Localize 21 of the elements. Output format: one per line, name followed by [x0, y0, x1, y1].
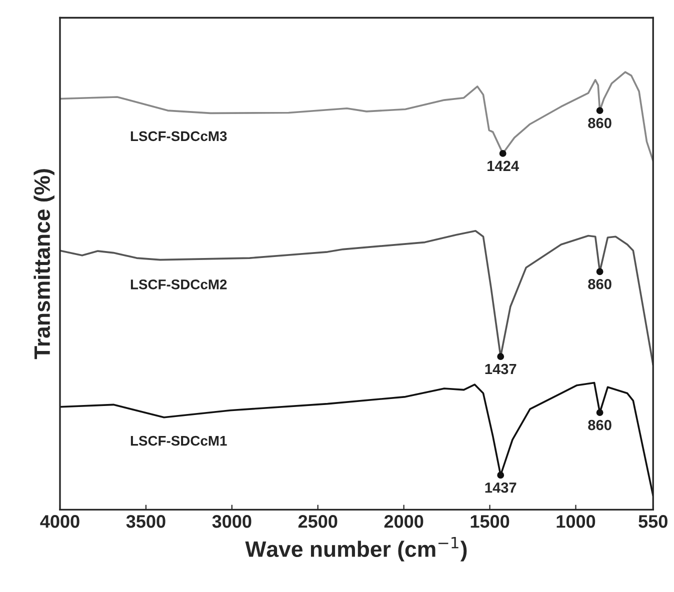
series-label: LSCF-SDCcM2 — [130, 280, 227, 290]
x-tick-label: 3000 — [212, 515, 252, 528]
x-axis-title: Wave number (cm$^{−1}$) — [245, 536, 467, 562]
x-tick-label: 3500 — [126, 515, 166, 528]
x-tick-label: 2500 — [298, 515, 338, 528]
annotation: 860 — [588, 118, 612, 128]
annotation: 860 — [588, 420, 612, 430]
x-tick-label: 550 — [638, 515, 668, 528]
x-tick-label: 2000 — [384, 515, 424, 528]
x-tick-label: 1500 — [470, 515, 510, 528]
point — [497, 472, 504, 479]
x-tick-label: 4000 — [40, 515, 80, 528]
point — [596, 409, 604, 416]
x-tick-label: 1000 — [556, 515, 596, 528]
series-label: LSCF-SDCcM3 — [130, 131, 227, 142]
annotation: 1437 — [485, 364, 516, 374]
annotation: 1424 — [488, 160, 519, 171]
annotation: 860 — [588, 278, 612, 290]
series-label: LSCF-SDCcM1 — [130, 436, 227, 446]
annotation: 1437 — [485, 482, 516, 493]
y-axis-title: Transmittance (%) — [34, 169, 54, 360]
